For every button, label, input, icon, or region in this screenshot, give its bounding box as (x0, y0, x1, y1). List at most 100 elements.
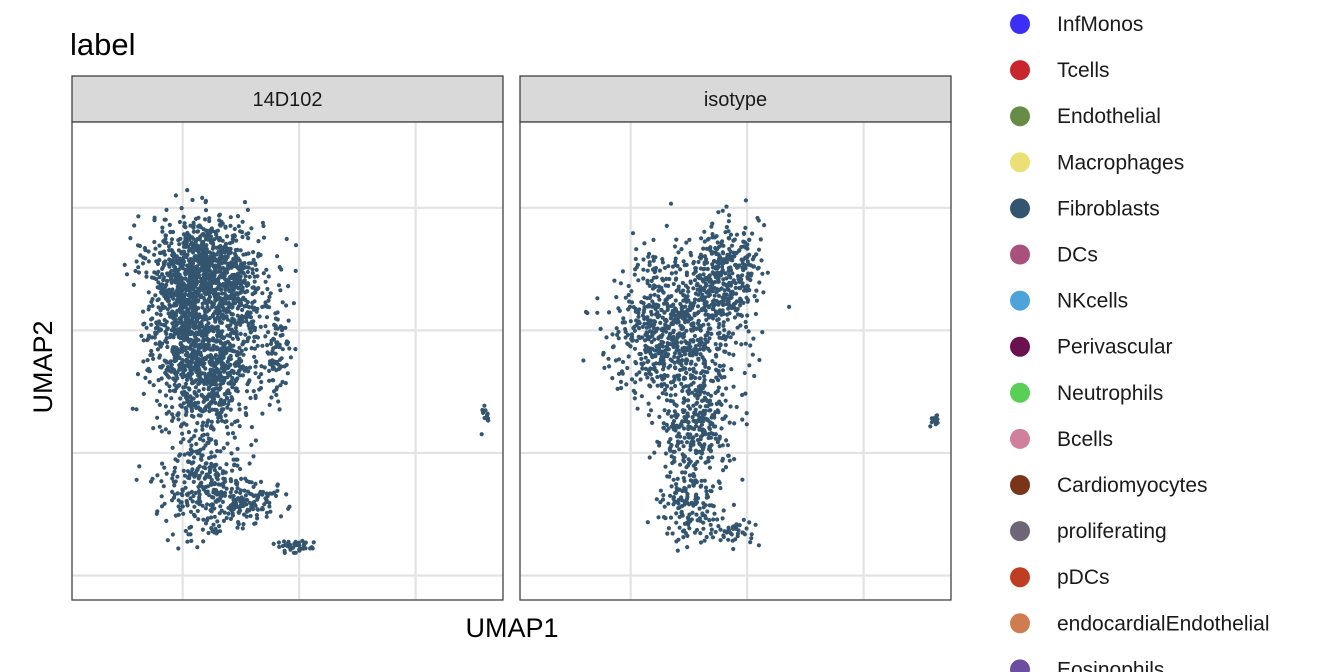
data-point (149, 299, 154, 304)
data-point (192, 379, 197, 385)
data-point (197, 321, 202, 326)
data-point (293, 243, 299, 248)
data-point (702, 266, 707, 271)
data-point (188, 496, 193, 501)
data-point (184, 377, 190, 382)
data-point (253, 262, 258, 267)
data-point (197, 342, 202, 347)
data-point (631, 305, 636, 310)
data-point (720, 416, 725, 421)
data-point (625, 332, 631, 337)
data-point (716, 325, 721, 330)
data-point (681, 535, 686, 540)
data-point (214, 339, 219, 344)
data-point (669, 414, 674, 419)
data-point (205, 394, 210, 399)
data-point (249, 442, 254, 448)
data-point (727, 213, 732, 218)
data-point (648, 408, 654, 413)
data-point (695, 274, 701, 279)
data-point (640, 366, 645, 371)
data-point (201, 517, 206, 522)
data-point (236, 285, 241, 290)
data-point (698, 410, 703, 415)
data-point (703, 281, 709, 287)
legend-key (1010, 106, 1030, 127)
data-point (633, 380, 638, 385)
data-point (266, 330, 271, 335)
data-point (275, 483, 280, 488)
data-point (157, 402, 162, 407)
data-point (705, 266, 710, 272)
data-point (172, 483, 177, 488)
data-point (672, 409, 677, 414)
data-point (189, 357, 195, 362)
data-point (231, 497, 236, 502)
data-point (672, 449, 677, 454)
data-point (221, 281, 226, 287)
data-point (175, 327, 180, 332)
data-point (249, 346, 254, 351)
data-point (227, 241, 233, 246)
data-point (663, 322, 668, 327)
data-point (207, 470, 212, 475)
data-point (157, 285, 162, 290)
data-point (174, 345, 179, 351)
data-point (685, 311, 690, 316)
data-point (702, 390, 707, 395)
data-point (691, 286, 696, 291)
data-point (188, 301, 193, 307)
data-point (198, 295, 203, 300)
data-point (682, 435, 687, 440)
data-point (641, 257, 646, 262)
data-point (701, 361, 706, 366)
data-point (180, 375, 185, 380)
data-point (201, 487, 206, 492)
data-point (155, 298, 160, 303)
data-point (691, 418, 696, 423)
data-point (208, 367, 213, 372)
data-point (164, 518, 169, 524)
data-point (693, 393, 698, 398)
data-point (728, 249, 733, 254)
data-point (183, 485, 188, 490)
data-point (682, 311, 687, 316)
data-point (673, 383, 678, 389)
data-point (149, 348, 154, 354)
data-point (669, 271, 674, 276)
data-point (253, 493, 258, 498)
data-point (704, 534, 709, 540)
data-point (668, 393, 673, 398)
data-point (743, 225, 748, 230)
data-point (657, 414, 662, 419)
data-point (157, 353, 162, 358)
data-point (688, 447, 693, 452)
data-point (652, 450, 657, 455)
data-point (633, 360, 638, 365)
data-point (278, 514, 284, 519)
data-point (714, 275, 719, 280)
data-point (687, 484, 692, 489)
data-point (159, 504, 165, 509)
data-point (718, 486, 723, 491)
data-point (726, 229, 731, 234)
data-point (659, 375, 664, 380)
data-point (222, 344, 227, 349)
data-point (222, 490, 227, 495)
data-point (180, 263, 185, 268)
data-point (716, 400, 722, 406)
data-point (213, 290, 218, 295)
data-point (242, 200, 248, 205)
data-point (725, 287, 730, 292)
data-point (670, 358, 675, 363)
data-point (619, 385, 624, 391)
legend-key (1010, 198, 1030, 219)
data-point (228, 407, 233, 412)
data-point (721, 508, 726, 513)
data-point (195, 421, 200, 426)
data-point (708, 393, 714, 398)
data-point (278, 288, 283, 293)
data-point (702, 229, 707, 234)
data-point (633, 256, 638, 262)
data-point (176, 504, 181, 509)
